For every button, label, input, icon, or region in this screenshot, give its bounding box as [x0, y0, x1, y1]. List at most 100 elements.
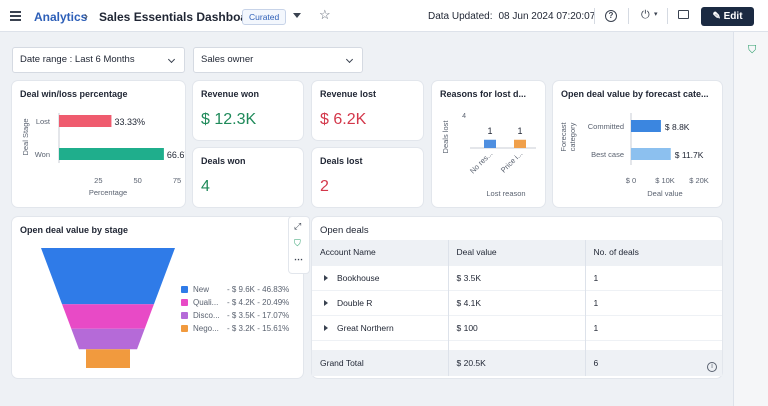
legend-item[interactable]: Nego... - $ 3.2K - 15.61%: [181, 324, 289, 337]
power-icon[interactable]: ⏻: [641, 9, 650, 21]
grand-total-value: $ 20.5K: [448, 349, 586, 376]
account-cell[interactable]: Great Northern: [312, 314, 449, 340]
funnel-segment[interactable]: [86, 349, 130, 368]
bar[interactable]: [59, 115, 112, 127]
legend-label: Quali...: [193, 298, 219, 307]
expand-caret-icon[interactable]: [324, 274, 328, 281]
card-title: Deal win/loss percentage: [20, 89, 128, 99]
edit-label: Edit: [723, 11, 743, 22]
sales-owner-filter[interactable]: Sales owner: [193, 47, 363, 73]
deal-value-cell: $ 4.1K: [448, 289, 586, 315]
help-icon[interactable]: ?: [605, 10, 617, 22]
kpi-value: 4: [201, 178, 210, 195]
deals-lost-card: Deals lost 2: [312, 148, 423, 207]
top-bar: Analytics › Sales Essentials Dashboard C…: [0, 0, 768, 32]
legend-item[interactable]: Disco... - $ 3.5K - 17.07%: [181, 311, 289, 324]
x-tick-label: Price i...: [499, 149, 525, 175]
funnel-segment[interactable]: [71, 328, 145, 350]
y-axis-label: Forecast: [559, 122, 568, 152]
legend-value: - $ 9.6K - 46.83%: [227, 285, 290, 294]
kpi-value: $ 6.2K: [320, 111, 367, 128]
y-tick-label: Committed: [588, 122, 624, 131]
star-icon[interactable]: ☆: [319, 7, 331, 22]
bar[interactable]: [484, 139, 496, 148]
deal-win-loss-card: Deal win/loss percentage Deal Stage Lost…: [12, 81, 185, 207]
account-name: Double R: [337, 297, 373, 308]
partial-cell: [312, 339, 449, 350]
table-row[interactable]: Bookhouse $ 3.5K 1: [312, 264, 722, 290]
legend-item[interactable]: New - $ 9.6K - 46.83%: [181, 285, 289, 298]
deal-count-cell: 1: [585, 264, 722, 290]
x-tick-label: $ 10K: [655, 176, 675, 185]
divider: [594, 8, 595, 24]
caret-down-icon[interactable]: [293, 13, 301, 18]
monitor-icon[interactable]: [678, 10, 689, 19]
funnel-segment[interactable]: [41, 248, 175, 305]
legend-swatch: [181, 312, 188, 319]
deals-won-card: Deals won 4: [193, 148, 303, 207]
expand-icon[interactable]: ⤢: [294, 221, 302, 231]
y-axis-label: category: [568, 122, 577, 151]
card-title: Reasons for lost d...: [440, 89, 527, 99]
kpi-label: Deals lost: [320, 156, 363, 166]
reasons-lost-card: Reasons for lost d... Deals lost 4 1 No r…: [432, 81, 545, 207]
x-axis-label: Lost reason: [486, 189, 525, 198]
more-icon[interactable]: ⋯: [294, 254, 303, 264]
card-title: Open deal value by stage: [20, 225, 129, 235]
data-label: $ 11.7K: [675, 150, 704, 160]
grand-total-label: Grand Total: [312, 349, 449, 376]
data-label: 1: [487, 126, 492, 136]
legend-item[interactable]: Quali... - $ 4.2K - 20.49%: [181, 298, 289, 311]
dashboard-title: Sales Essentials Dashboard: [99, 10, 260, 24]
open-deal-stage-card: Open deal value by stage: [12, 217, 303, 378]
widget-toolbar: ⤢ ⛉ ⋯: [289, 217, 309, 273]
filter-icon[interactable]: ⛉: [748, 44, 757, 56]
chevron-down-icon: [345, 55, 354, 64]
forecast-chart: Forecast category Committed $ 8.8K Best ca…: [559, 113, 709, 198]
open-deals-table: Account Name Deal value No. of deals Boo…: [312, 240, 722, 376]
expand-caret-icon[interactable]: [324, 299, 328, 306]
hamburger-icon[interactable]: [10, 11, 21, 23]
deal-value-cell: $ 100: [448, 314, 586, 340]
kpi-value: 2: [320, 178, 329, 195]
pencil-icon: ✎: [712, 11, 724, 22]
divider: [628, 8, 629, 24]
info-icon[interactable]: i: [707, 362, 717, 372]
table-row[interactable]: Double R $ 4.1K 1: [312, 289, 722, 315]
legend-value: - $ 3.2K - 15.61%: [227, 324, 290, 333]
account-cell[interactable]: Bookhouse: [312, 264, 449, 290]
forecast-category-card: Open deal value by forecast cate... Fore…: [553, 81, 722, 207]
account-cell[interactable]: Double R: [312, 289, 449, 315]
bar[interactable]: [631, 148, 671, 160]
bar[interactable]: [631, 120, 661, 132]
column-header[interactable]: Deal value: [448, 240, 586, 265]
sales-owner-placeholder: Sales owner: [201, 54, 254, 65]
chevron-down-icon[interactable]: ▾: [654, 11, 658, 18]
revenue-lost-card: Revenue lost $ 6.2K: [312, 81, 423, 140]
deal-count-cell: 1: [585, 289, 722, 315]
filter-icon[interactable]: ⛉: [294, 238, 301, 248]
funnel-segment[interactable]: [62, 304, 154, 329]
deal-count-cell: 1: [585, 314, 722, 340]
grand-total-row: Grand Total $ 20.5K 6: [312, 349, 722, 376]
table-row[interactable]: Great Northern $ 100 1: [312, 314, 722, 340]
expand-caret-icon[interactable]: [324, 324, 328, 331]
date-range-filter[interactable]: Date range : Last 6 Months: [12, 47, 185, 73]
column-header[interactable]: Account Name: [312, 240, 449, 265]
legend-label: Disco...: [193, 311, 220, 320]
column-header[interactable]: No. of deals: [585, 240, 722, 265]
bar[interactable]: [514, 139, 526, 148]
data-label: 66.67%: [167, 150, 185, 160]
funnel-chart: [41, 248, 175, 368]
x-tick-label: $ 20K: [689, 176, 709, 185]
win-loss-chart: Deal Stage Lost 33.33% Won 66.67% 25 50 75 Per…: [21, 113, 185, 197]
x-tick-label: 75: [173, 176, 181, 185]
data-label: 33.33%: [114, 117, 145, 127]
x-tick-label: 50: [133, 176, 141, 185]
x-axis-label: Percentage: [89, 188, 127, 197]
edit-button[interactable]: ✎ Edit: [701, 7, 754, 26]
bar[interactable]: [59, 148, 164, 160]
revenue-won-card: Revenue won $ 12.3K: [193, 81, 303, 140]
legend-swatch: [181, 325, 188, 332]
breadcrumb-analytics[interactable]: Analytics: [34, 10, 88, 24]
